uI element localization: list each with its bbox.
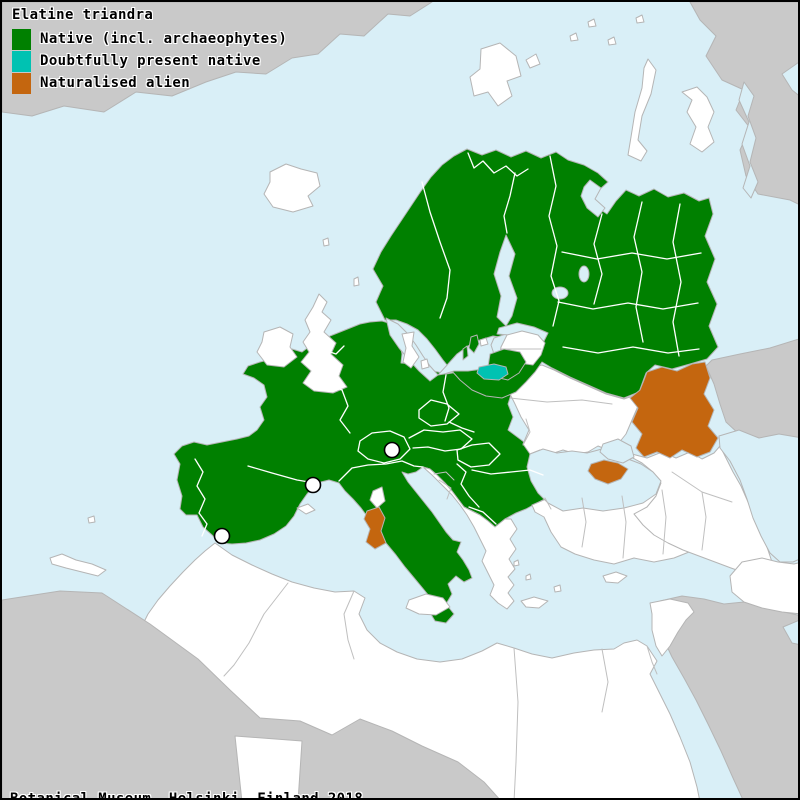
legend-label-native: Native (incl. archaeophytes) <box>40 31 288 47</box>
balearic-islands <box>296 503 316 515</box>
legend-label-alien: Naturalised alien <box>40 75 191 91</box>
legend-label-doubtful: Doubtfully present native <box>40 53 261 69</box>
franz-josef-3 <box>607 36 617 46</box>
region-sahara <box>2 590 500 798</box>
region-se-russia-alien <box>629 361 719 459</box>
canary-islands <box>49 553 107 577</box>
cyprus-island <box>602 571 628 584</box>
aegean-islet-2 <box>525 573 532 581</box>
gotland-island <box>468 334 480 354</box>
occurrence-marker-switzerland <box>383 441 401 459</box>
kara-notch <box>781 62 798 96</box>
region-native-north-europe <box>372 148 719 399</box>
oland-island <box>462 345 469 361</box>
region-kaliningrad-doubtful <box>476 363 509 381</box>
footer-line-1: Botanical Museum, Helsinki, Finland 2018 <box>10 791 364 800</box>
region-levant <box>649 598 695 657</box>
region-west-balkans-greece <box>422 466 518 610</box>
black-sea <box>526 448 662 512</box>
lake-onega <box>578 265 590 283</box>
map-title: Elatine triandra <box>12 7 154 23</box>
region-greenland <box>2 2 433 117</box>
novaya-zemlya <box>627 58 657 162</box>
bosphorus-strait <box>544 497 552 510</box>
legend-item-alien: Naturalised alien <box>12 72 287 94</box>
inner-borders-white <box>194 152 702 537</box>
legend-item-native: Native (incl. archaeophytes) <box>12 28 287 50</box>
caspian-sea <box>718 429 798 563</box>
region-denmark <box>401 331 420 369</box>
franz-josef-4 <box>635 14 645 24</box>
danish-isles <box>420 358 430 370</box>
sea-of-azov <box>599 438 635 464</box>
aegean-islet-1 <box>513 559 520 567</box>
native-color-swatch <box>12 28 31 50</box>
occurrence-marker-ne-spain <box>304 476 322 494</box>
region-sardinia-alien <box>363 506 387 550</box>
rhodes-island <box>553 584 562 593</box>
white-sea <box>580 179 606 218</box>
inner-borders-gray <box>223 397 733 798</box>
saaremaa-island <box>479 337 489 347</box>
faroe-islands <box>322 237 330 247</box>
sahara-white-notch <box>234 735 303 798</box>
footer-attribution: Botanical Museum, Helsinki, Finland 2018… <box>10 754 364 800</box>
legend-item-doubtful: Doubtfully present native <box>12 50 287 72</box>
doubtful-color-swatch <box>12 50 31 72</box>
svalbard <box>469 42 522 107</box>
region-iceland <box>263 163 321 213</box>
legend: Elatine triandra Native (incl. archaeoph… <box>12 6 287 94</box>
occurrence-marker-gibraltar <box>213 527 231 545</box>
alien-color-swatch <box>12 72 31 94</box>
corsica-island <box>369 486 386 509</box>
region-south-caspian <box>729 557 798 615</box>
madeira <box>87 515 96 524</box>
shetland-islands <box>353 276 360 287</box>
lake-ladoga <box>551 286 569 300</box>
vaygach-island <box>681 86 715 153</box>
region-crimea-alien <box>587 459 629 485</box>
franz-josef-1 <box>569 32 579 42</box>
region-ireland <box>256 326 298 368</box>
persian-gulf <box>782 620 798 645</box>
franz-josef-2 <box>587 18 597 28</box>
region-great-britain <box>300 293 348 394</box>
svalbard-east <box>525 53 541 69</box>
crete-island <box>520 596 549 609</box>
arctic-inlet <box>738 81 759 199</box>
sicily-island <box>405 593 451 616</box>
